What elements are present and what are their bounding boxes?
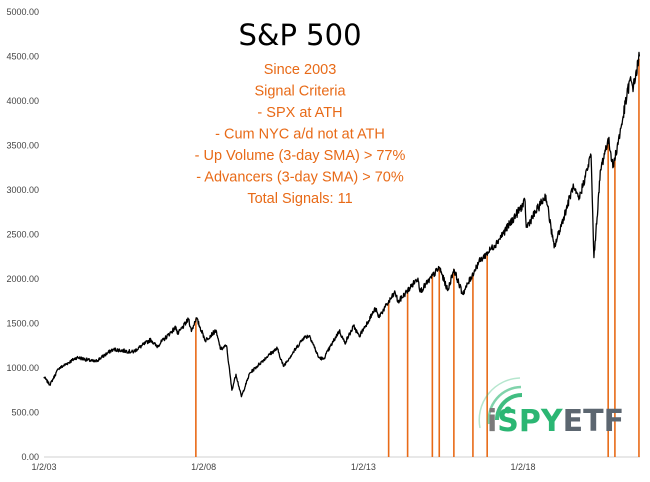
logo-letters-etf: ETF — [563, 404, 624, 439]
logo-letters-spy: SPY — [497, 404, 564, 439]
y-tick-label: 3000.00 — [6, 185, 39, 195]
criteria-line: Signal Criteria — [254, 84, 346, 100]
y-tick-label: 1000.00 — [6, 363, 39, 373]
y-axis: 0.00 500.00 1000.00 1500.00 2000.00 2500.00 30… — [6, 7, 39, 462]
y-tick-label: 2500.00 — [6, 230, 39, 240]
logo-wordmark: iSPYETF — [487, 404, 624, 439]
y-tick-label: 2000.00 — [6, 274, 39, 284]
criteria-annotation: Since 2003 Signal Criteria - SPX at ATH - C… — [195, 62, 406, 207]
criteria-line: - Cum NYC a/d not at ATH — [215, 127, 385, 143]
criteria-line: - SPX at ATH — [257, 105, 342, 121]
x-axis: 1/2/03 1/2/08 1/2/13 1/2/18 — [31, 456, 640, 472]
ispyetf-logo: iSPYETF — [478, 377, 624, 439]
y-tick-label: 0.00 — [21, 452, 39, 462]
x-tick-label: 1/2/03 — [31, 462, 56, 472]
x-tick-label: 1/2/08 — [191, 462, 216, 472]
y-tick-label: 3500.00 — [6, 141, 39, 151]
y-tick-label: 5000.00 — [6, 7, 39, 17]
spx-price-line — [43, 51, 641, 398]
y-tick-label: 500.00 — [11, 408, 39, 418]
criteria-line: Total Signals: 11 — [247, 191, 352, 207]
y-tick-label: 4500.00 — [6, 52, 39, 62]
criteria-line: - Up Volume (3-day SMA) > 77% — [195, 148, 406, 164]
criteria-line: Since 2003 — [264, 62, 337, 78]
logo-letter-i: i — [487, 404, 497, 439]
chart-title: S&P 500 — [238, 18, 361, 52]
y-tick-label: 1500.00 — [6, 319, 39, 329]
price-series — [43, 51, 641, 398]
x-tick-label: 1/2/13 — [351, 462, 376, 472]
signal-lines — [195, 58, 640, 457]
y-tick-label: 4000.00 — [6, 96, 39, 106]
x-tick-label: 1/2/18 — [511, 462, 536, 472]
criteria-line: - Advancers (3-day SMA) > 70% — [196, 170, 404, 186]
radar-logo-icon — [478, 377, 523, 429]
